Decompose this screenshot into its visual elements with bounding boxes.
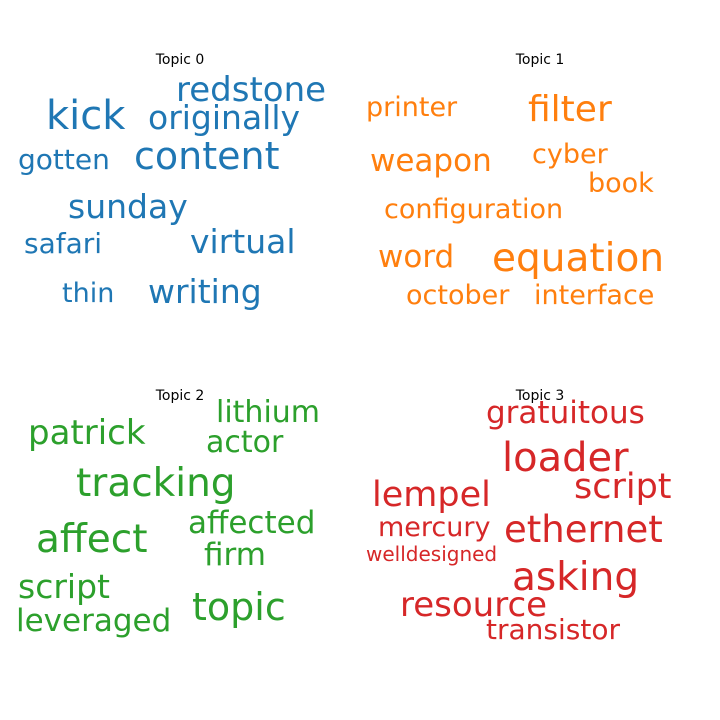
panel-title: Topic 1 [515,52,565,68]
panel-title: Topic 3 [515,388,565,404]
word-content: content [134,134,280,178]
word-affected: affected [188,505,316,541]
word-tracking: tracking [76,461,236,506]
word-script: script [18,567,110,606]
word-writing: writing [148,272,262,311]
word-affect: affect [36,517,148,562]
word-transistor: transistor [486,613,620,646]
word-october: october [406,280,510,311]
word-leveraged: leveraged [16,603,172,639]
word-thin: thin [62,278,115,309]
word-word: word [378,239,455,275]
word-book: book [588,168,654,199]
word-safari: safari [24,227,103,260]
word-lempel: lempel [372,475,491,515]
wordcloud-panel-topic-3: Topic 3 gratuitous loader script lempel … [360,336,720,696]
word-weapon: weapon [370,143,492,179]
word-gotten: gotten [18,143,110,176]
word-patrick: patrick [28,413,146,453]
word-loader: loader [502,435,629,481]
panel-title: Topic 2 [155,388,205,404]
word-asking: asking [512,555,640,600]
word-mercury: mercury [378,512,491,543]
word-gratuitous: gratuitous [486,395,645,431]
word-virtual: virtual [190,222,296,261]
word-equation: equation [492,236,665,281]
word-welldesigned: welldesigned [366,542,498,566]
word-ethernet: ethernet [504,508,663,551]
word-originally: originally [148,98,301,137]
word-redstone: redstone [176,70,327,110]
word-script: script [574,467,672,507]
word-lithium: lithium [216,395,321,430]
word-cyber: cyber [532,139,608,170]
word-printer: printer [366,92,458,123]
word-configuration: configuration [384,194,564,225]
panel-title: Topic 0 [155,52,205,68]
word-filter: filter [528,89,612,130]
word-resource: resource [400,585,548,625]
word-kick: kick [46,93,126,139]
wordcloud-panel-topic-0: Topic 0 redstone kick originally content… [0,0,360,360]
wordcloud-panel-topic-2: Topic 2 lithium patrick actor tracking a… [0,336,360,696]
word-topic: topic [192,585,286,629]
word-actor: actor [206,425,284,460]
wordcloud-panel-topic-1: Topic 1 printer filter weapon cyber book… [360,0,720,360]
word-firm: firm [204,537,266,573]
word-sunday: sunday [68,187,188,226]
word-interface: interface [534,280,655,311]
